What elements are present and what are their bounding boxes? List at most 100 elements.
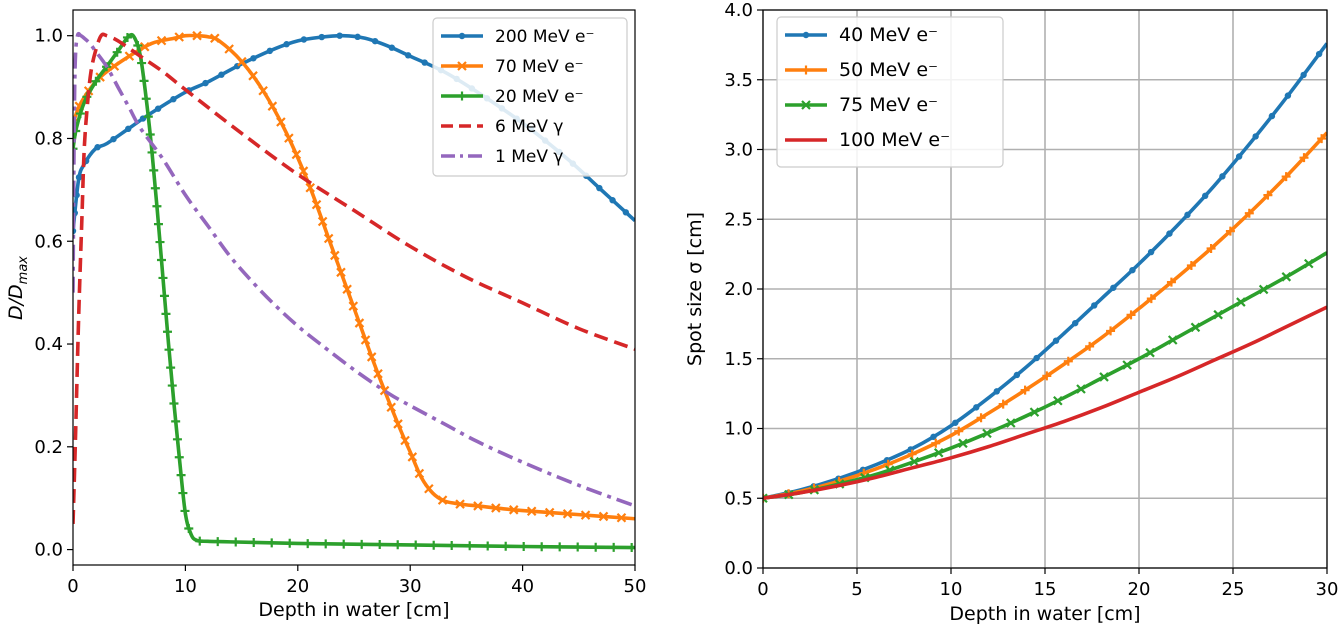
depth-dose-series-200-mev-e-marker	[110, 135, 117, 143]
spot-size-series-50-mev-e-markers	[763, 134, 1327, 503]
depth-dose-x-tick-label: 40	[511, 576, 534, 597]
depth-dose-y-tick-label: 0.6	[34, 231, 63, 252]
depth-dose-series-20-mev-e-marker	[133, 40, 143, 50]
spot-size-y-tick-label: 0.0	[724, 558, 753, 579]
depth-dose-series-70-mev-e-marker	[311, 199, 322, 210]
depth-dose-legend: 200 MeV e⁻ 70 MeV e⁻ 20 MeV e⁻ 6 MeV γ 1 MeV…	[432, 17, 628, 177]
depth-dose-series-70-mev-e-marker	[386, 402, 397, 413]
spot-size-series-50-mev-e-marker	[1206, 244, 1216, 254]
spot-size-series-75-mev-e-marker	[1145, 347, 1155, 358]
spot-size-series-40-mev-e-marker	[930, 433, 937, 441]
spot-size-series-75-mev-e-marker	[1281, 272, 1292, 282]
depth-dose-series-1-mev-line	[73, 31, 635, 508]
depth-dose-legend-entry-20-mev-e-marker	[457, 91, 467, 101]
depth-dose-series-20-mev-e-marker	[447, 541, 457, 551]
spot-size-legend-entry-50-mev-e-label: 50 MeV e⁻	[839, 59, 938, 81]
depth-dose-series-200-mev-e-marker	[75, 174, 83, 181]
depth-dose-series-200-mev-e-marker	[609, 197, 616, 204]
spot-size-series-50-mev-e-marker	[954, 426, 964, 436]
spot-size-series-40-mev-e-marker	[952, 419, 959, 426]
depth-dose-series-20-mev-e-marker	[145, 130, 155, 140]
spot-size-series-40-mev-e-markers	[763, 50, 1323, 502]
depth-dose-series-70-mev-e-marker	[258, 85, 268, 96]
spot-size-series-75-mev-e-marker	[958, 438, 968, 449]
depth-dose-series-20-mev-e-marker	[141, 94, 151, 104]
depth-dose-series-200-mev-e-marker	[125, 125, 132, 133]
depth-dose-series-200-mev-e-marker	[388, 44, 396, 51]
depth-dose-legend-entry-20-mev-e: 20 MeV e⁻	[441, 87, 584, 107]
depth-dose-series-200-mev-e-marker	[336, 32, 343, 39]
depth-dose-series-70-mev-e-marker	[544, 507, 555, 518]
spot-size-legend-entry-50-mev-e-marker	[801, 65, 811, 75]
depth-dose-legend-entry-70-mev-e: 70 MeV e⁻	[441, 57, 584, 77]
depth-dose-series-20-mev-e-marker	[519, 542, 529, 552]
depth-dose-series-70-mev-e-marker	[373, 368, 383, 379]
spot-size-legend-entry-50-mev-e: 50 MeV e⁻	[785, 59, 938, 81]
spot-size-series-40-mev-e-marker	[1201, 192, 1209, 200]
depth-dose-series-20-mev-e-marker	[149, 165, 159, 175]
depth-dose-axes-frame	[72, 9, 636, 566]
depth-dose-series-20-mev-e-marker	[465, 541, 475, 551]
spot-size-series-50-mev-e-marker	[907, 449, 917, 459]
spot-size-series-50-mev-e-marker	[1225, 226, 1235, 236]
spot-size-series-50-mev-e-marker	[1263, 190, 1273, 200]
spot-size-series-50-mev-e-marker	[1146, 294, 1156, 304]
spot-size-x-tick-label: 30	[1316, 579, 1339, 600]
depth-dose-series-200-mev-e-marker	[622, 209, 630, 216]
spot-size-x-tick-label: 0	[757, 579, 768, 600]
depth-dose-series-70-mev-e-marker	[248, 71, 258, 81]
depth-dose-y-tick-label: 0.2	[34, 437, 63, 458]
depth-dose-series-20-mev-e-marker	[153, 219, 163, 229]
depth-dose-series-1-mev	[73, 31, 635, 508]
depth-dose-series-20-mev-e-marker	[112, 47, 122, 57]
depth-dose-series-70-mev-e-marker	[580, 510, 591, 520]
spot-size-x-axis-label: Depth in water [cm]	[949, 603, 1140, 625]
depth-dose-series-20-mev-e-marker	[180, 506, 190, 516]
depth-dose-series-70-mev-e-marker	[284, 133, 294, 143]
depth-dose-series-20-mev-e-marker	[357, 539, 367, 549]
depth-dose-legend-entry-6-mev-label: 6 MeV γ	[495, 117, 563, 137]
spot-size-legend-entry-100-mev-e: 100 MeV e⁻	[785, 129, 950, 151]
spot-size-series-40-mev-e-marker	[1147, 248, 1155, 256]
depth-dose-series-70-mev-e-marker	[317, 216, 328, 227]
depth-dose-series-20-mev-e-marker	[501, 541, 511, 551]
spot-size-series-75-mev-e-markers	[763, 258, 1314, 504]
spot-size-x-tick-label: 10	[940, 579, 963, 600]
depth-dose-series-70-mev-e-marker	[305, 182, 316, 193]
depth-dose-y-tick-label: 0.4	[34, 334, 63, 355]
depth-dose-series-20-mev-e-marker	[169, 398, 179, 408]
depth-dose-series-70-mev-e-marker	[139, 41, 150, 52]
depth-dose-series-70-mev-e-marker	[276, 117, 286, 127]
spot-size-series-50-mev-e-marker	[1317, 134, 1327, 144]
depth-dose-series-200-mev-e-marker	[73, 227, 77, 235]
spot-size-y-tick-label: 1.0	[724, 419, 753, 440]
spot-size-series-40-mev-e	[763, 42, 1327, 502]
spot-size-series-40-mev-e-marker	[1013, 371, 1021, 379]
depth-dose-legend-entry-6-mev: 6 MeV γ	[441, 117, 563, 137]
depth-dose-series-70-mev-e-marker	[393, 419, 403, 429]
depth-dose-series-70-mev-e-marker	[291, 149, 302, 160]
spot-size-series-40-mev-e-marker	[1300, 71, 1307, 79]
depth-dose-series-20-mev-e-marker	[156, 255, 166, 265]
spot-size-x-tick-label: 5	[851, 579, 862, 600]
depth-dose-series-20-mev-e-marker	[167, 381, 177, 391]
depth-dose-series-70-mev-e-marker	[354, 318, 365, 328]
depth-dose-series-200-mev-e-marker	[371, 37, 379, 45]
depth-dose-series-70-mev-e-marker	[437, 495, 448, 505]
spot-size-series-40-mev-e-marker	[1052, 337, 1060, 344]
depth-dose-series-70-mev-e-marker	[414, 468, 425, 479]
spot-size-series-40-mev-e-marker	[1219, 173, 1226, 180]
spot-size-y-tick-label: 4.0	[724, 0, 753, 21]
depth-dose-series-20-mev-e-marker	[339, 539, 349, 549]
depth-dose-series-20-mev-e-marker	[591, 542, 601, 552]
spot-size-series-50-mev-e-line	[763, 131, 1327, 501]
spot-size-series-40-mev-e-marker	[1252, 133, 1259, 140]
spot-size-series-75-mev-e-marker	[1076, 384, 1086, 394]
depth-dose-series-70-mev-e-marker	[237, 56, 247, 67]
depth-dose-series-70-mev-e-marker	[267, 101, 278, 111]
depth-dose-series-20-mev-e-marker	[609, 542, 619, 552]
depth-dose-series-20-mev-e-marker	[555, 542, 565, 552]
depth-dose-chart: 0 10 20 30 40 50 0.0 0.2 0.4 0.6 0.8 1.0 Depth in w…	[5, 9, 646, 621]
depth-dose-series-70-mev-e-marker	[298, 166, 309, 176]
depth-dose-series-20-mev-e-marker	[158, 273, 168, 283]
